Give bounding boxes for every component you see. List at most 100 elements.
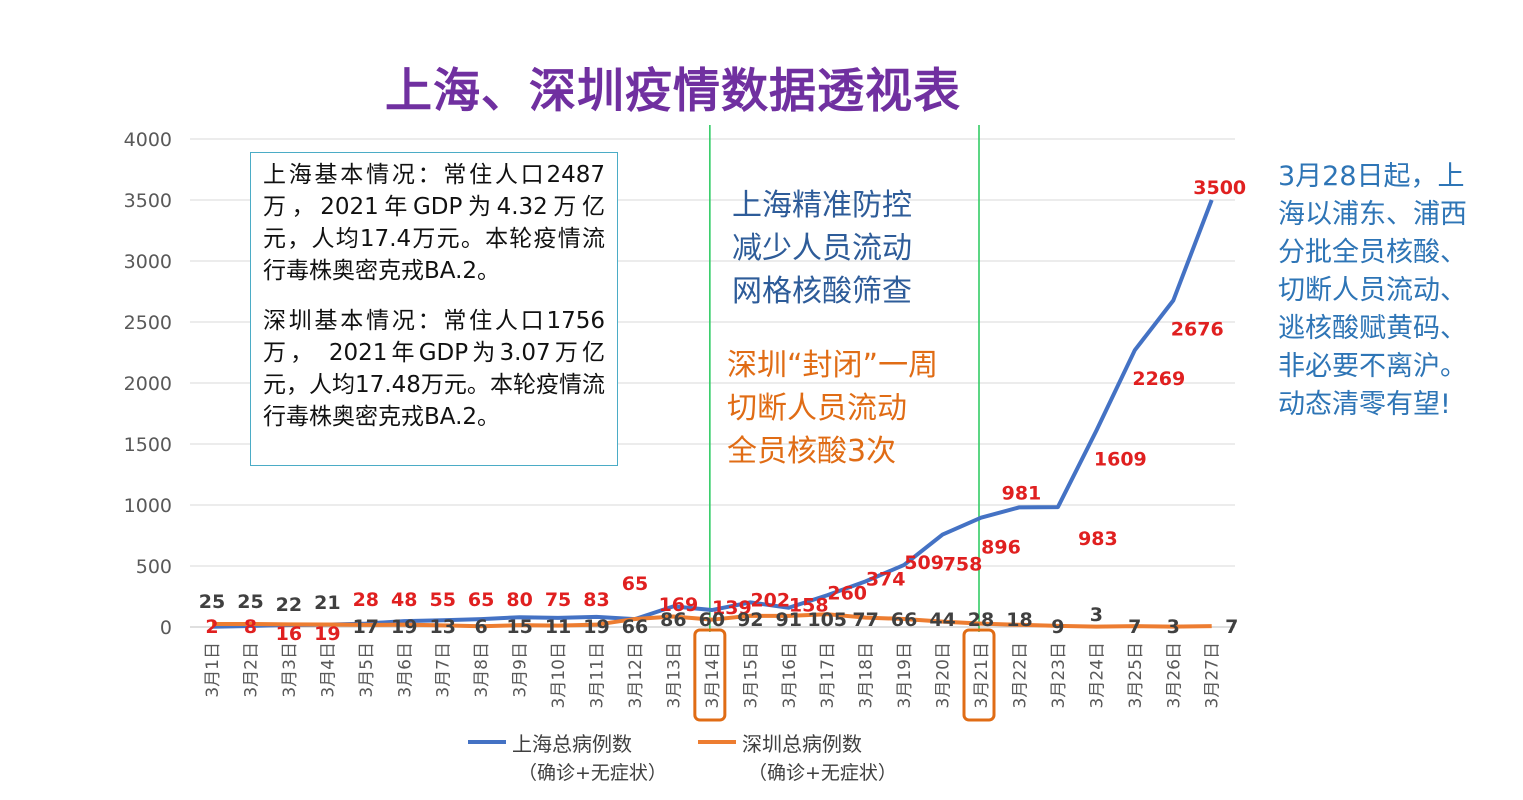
x-tick-label: 3月2日	[241, 642, 261, 698]
legend-label-shanghai: 上海总病例数	[512, 732, 632, 756]
shenzhen-data-label: 6	[475, 616, 488, 638]
shanghai-info: 上海基本情况：常住人口2487万，2021年GDP为4.32万亿元，人均17.4…	[263, 162, 605, 284]
y-tick-label: 0	[160, 617, 172, 639]
shanghai-data-label: 75	[545, 589, 571, 611]
chart-title: 上海、深圳疫情数据透视表	[385, 64, 961, 119]
shenzhen-data-label: 11	[545, 616, 571, 638]
shanghai-data-label: 19	[314, 623, 340, 645]
x-tick-label: 3月19日	[895, 642, 915, 708]
shenzhen-data-label: 3	[1090, 604, 1103, 626]
shenzhen-data-label: 86	[660, 609, 686, 631]
x-tick-label: 3月5日	[357, 642, 377, 698]
shenzhen-data-label: 13	[429, 616, 455, 638]
highlighted-dates	[693, 628, 996, 722]
shenzhen-data-label: 105	[807, 609, 847, 631]
y-tick-label: 2000	[124, 373, 172, 395]
shenzhen-data-label: 77	[852, 609, 878, 631]
shenzhen-data-label: 91	[776, 609, 802, 631]
y-tick-label: 3500	[124, 190, 172, 212]
shanghai-data-label: 48	[391, 589, 417, 611]
shanghai-data-label: 2676	[1171, 319, 1224, 341]
shanghai-data-label: 3500	[1193, 177, 1246, 199]
highlight-date-box	[693, 628, 727, 722]
x-tick-label: 3月10日	[549, 642, 569, 708]
shanghai-data-label: 374	[866, 568, 906, 590]
legend-label-shenzhen: 深圳总病例数	[742, 732, 862, 756]
x-tick-label: 3月16日	[780, 642, 800, 708]
legend-sublabel-shanghai: （确诊+无症状）	[518, 762, 667, 784]
x-tick-label: 3月9日	[511, 642, 531, 698]
shanghai-data-label: 981	[1002, 482, 1042, 504]
x-tick-label: 3月6日	[395, 642, 415, 698]
shanghai-data-label: 983	[1078, 528, 1118, 550]
x-tick-label: 3月18日	[857, 642, 877, 708]
shanghai-data-label: 169	[659, 594, 699, 616]
x-tick-label: 3月25日	[1126, 642, 1146, 708]
shenzhen-data-label: 17	[353, 616, 379, 638]
shanghai-data-label: 202	[750, 589, 790, 611]
shanghai-data-label: 80	[506, 589, 532, 611]
x-tick-label: 3月12日	[626, 642, 646, 708]
shenzhen-data-label: 66	[622, 616, 648, 638]
x-axis: 3月1日 3月2日 3月3日 3月4日 3月5日 3月6日 3月7日 3月8日 3月9日 3月10…	[203, 642, 1223, 708]
shenzhen-line	[212, 612, 1212, 629]
x-tick-label: 3月7日	[434, 642, 454, 698]
shenzhen-data-label: 66	[891, 609, 917, 631]
shanghai-data-label: 2	[205, 616, 218, 638]
shenzhen-data-label: 18	[1006, 609, 1032, 631]
shenzhen-data-label: 22	[276, 594, 302, 616]
shenzhen-data-label: 60	[699, 609, 725, 631]
x-tick-label: 3月22日	[1010, 642, 1030, 708]
series-lines	[211, 199, 1214, 629]
y-tick-label: 1500	[124, 434, 172, 456]
x-tick-label: 3月8日	[472, 642, 492, 698]
shanghai-line	[211, 199, 1214, 629]
x-tick-label: 3月23日	[1049, 642, 1069, 708]
x-tick-label: 3月4日	[318, 642, 338, 698]
right-note: 3月28日起，上 海以浦东、浦西 分批全员核酸、 切断人员流动、 逃核酸赋黄码、…	[1278, 161, 1467, 420]
x-tick-label: 3月24日	[1087, 642, 1107, 708]
x-tick-label: 3月27日	[1203, 642, 1223, 708]
y-tick-label: 500	[136, 556, 172, 578]
legend-line-shenzhen	[698, 740, 736, 744]
y-axis: 0 500 1000 1500 2000 2500 3000 3500 4000	[124, 129, 172, 639]
legend-line-shanghai	[468, 740, 506, 744]
shanghai-measures-note: 上海精准防控 减少人员流动 网格核酸筛查	[732, 188, 912, 309]
x-tick-label: 3月20日	[934, 642, 954, 708]
y-tick-label: 1000	[124, 495, 172, 517]
shenzhen-data-label: 3	[1167, 616, 1180, 638]
shanghai-data-label: 8	[244, 616, 257, 638]
x-tick-label: 3月3日	[280, 642, 300, 698]
shenzhen-data-label: 19	[391, 616, 417, 638]
shenzhen-info: 深圳基本情况：常住人口1756万， 2021年GDP为3.07万亿元，人均17.…	[263, 308, 605, 430]
shanghai-data-label: 158	[789, 595, 829, 617]
shenzhen-data-label: 9	[1051, 616, 1064, 638]
shenzhen-data-label: 28	[968, 609, 994, 631]
shenzhen-data-label: 15	[506, 616, 532, 638]
shanghai-data-label: 65	[622, 573, 648, 595]
shanghai-data-label: 65	[468, 589, 494, 611]
x-tick-label: 3月26日	[1164, 642, 1184, 708]
x-tick-label: 3月21日	[972, 642, 992, 708]
shanghai-data-label: 509	[904, 552, 944, 574]
x-tick-label: 3月14日	[703, 642, 723, 708]
shenzhen-data-label: 7	[1128, 616, 1141, 638]
shanghai-data-label: 28	[353, 589, 379, 611]
shenzhen-data-label: 25	[199, 591, 225, 613]
shanghai-data-label: 2269	[1132, 368, 1185, 390]
x-tick-label: 3月15日	[741, 642, 761, 708]
y-tick-label: 3000	[124, 251, 172, 273]
shanghai-data-label: 83	[583, 589, 609, 611]
highlight-date-box	[962, 628, 996, 722]
x-tick-label: 3月1日	[203, 642, 223, 698]
legend-sublabel-shenzhen: （确诊+无症状）	[748, 762, 897, 784]
shanghai-data-label: 1609	[1094, 449, 1147, 471]
shanghai-data-label: 139	[712, 597, 752, 619]
y-tick-label: 4000	[124, 129, 172, 151]
x-tick-label: 3月13日	[664, 642, 684, 708]
x-tick-label: 3月11日	[588, 642, 608, 708]
shanghai-data-label: 55	[429, 589, 455, 611]
shenzhen-data-label: 25	[237, 591, 263, 613]
